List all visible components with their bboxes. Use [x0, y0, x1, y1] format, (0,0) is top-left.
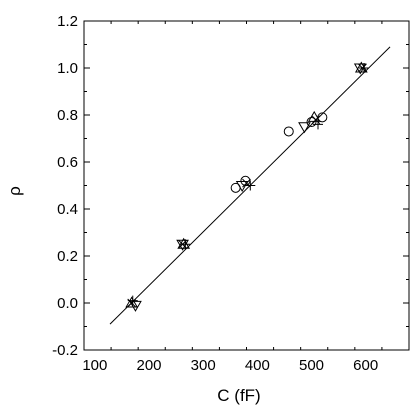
- y-tick-label: 0.2: [57, 248, 78, 265]
- data-point-x: [178, 239, 187, 249]
- data-point-triangle-down: [235, 181, 249, 192]
- ticks: 100 200 300 400 500 600 -0.2 0.0 0.2 0.4 0.6 0.8 1.0…: [52, 13, 410, 374]
- data-point-x: [311, 115, 321, 125]
- data-point-circle: [283, 126, 294, 137]
- y-axis-label: ρ: [5, 186, 24, 196]
- x-tick-label: 500: [299, 357, 324, 374]
- data-point-triangle-down: [129, 300, 142, 312]
- y-tick-label: 1.2: [57, 13, 78, 30]
- data-point-x: [127, 298, 137, 308]
- x-tick-label: 300: [191, 357, 216, 374]
- y-tick-label: 0.4: [57, 201, 78, 218]
- x-tick-label: 100: [82, 357, 107, 374]
- data-points: [125, 61, 370, 312]
- y-tick-label: 0.0: [57, 295, 78, 312]
- y-tick-label: 1.0: [57, 60, 78, 77]
- x-axis-label: C (fF): [217, 386, 260, 405]
- data-point-triangle-down: [298, 122, 311, 134]
- x-tick-label: 600: [353, 357, 378, 374]
- data-point-plus: [245, 180, 256, 191]
- x-tick-label: 400: [245, 357, 270, 374]
- y-tick-label: -0.2: [52, 342, 78, 359]
- x-tick-label: 200: [136, 357, 161, 374]
- y-tick-label: 0.6: [57, 154, 78, 171]
- data-point-plus: [359, 63, 370, 73]
- data-point-triangle-up: [125, 296, 139, 308]
- data-point-plus: [313, 119, 323, 130]
- data-point-triangle-up: [177, 237, 191, 249]
- y-tick-label: 0.8: [57, 107, 78, 124]
- data-point-circle: [306, 117, 317, 128]
- data-point-x: [242, 178, 251, 188]
- data-point-x: [358, 63, 367, 73]
